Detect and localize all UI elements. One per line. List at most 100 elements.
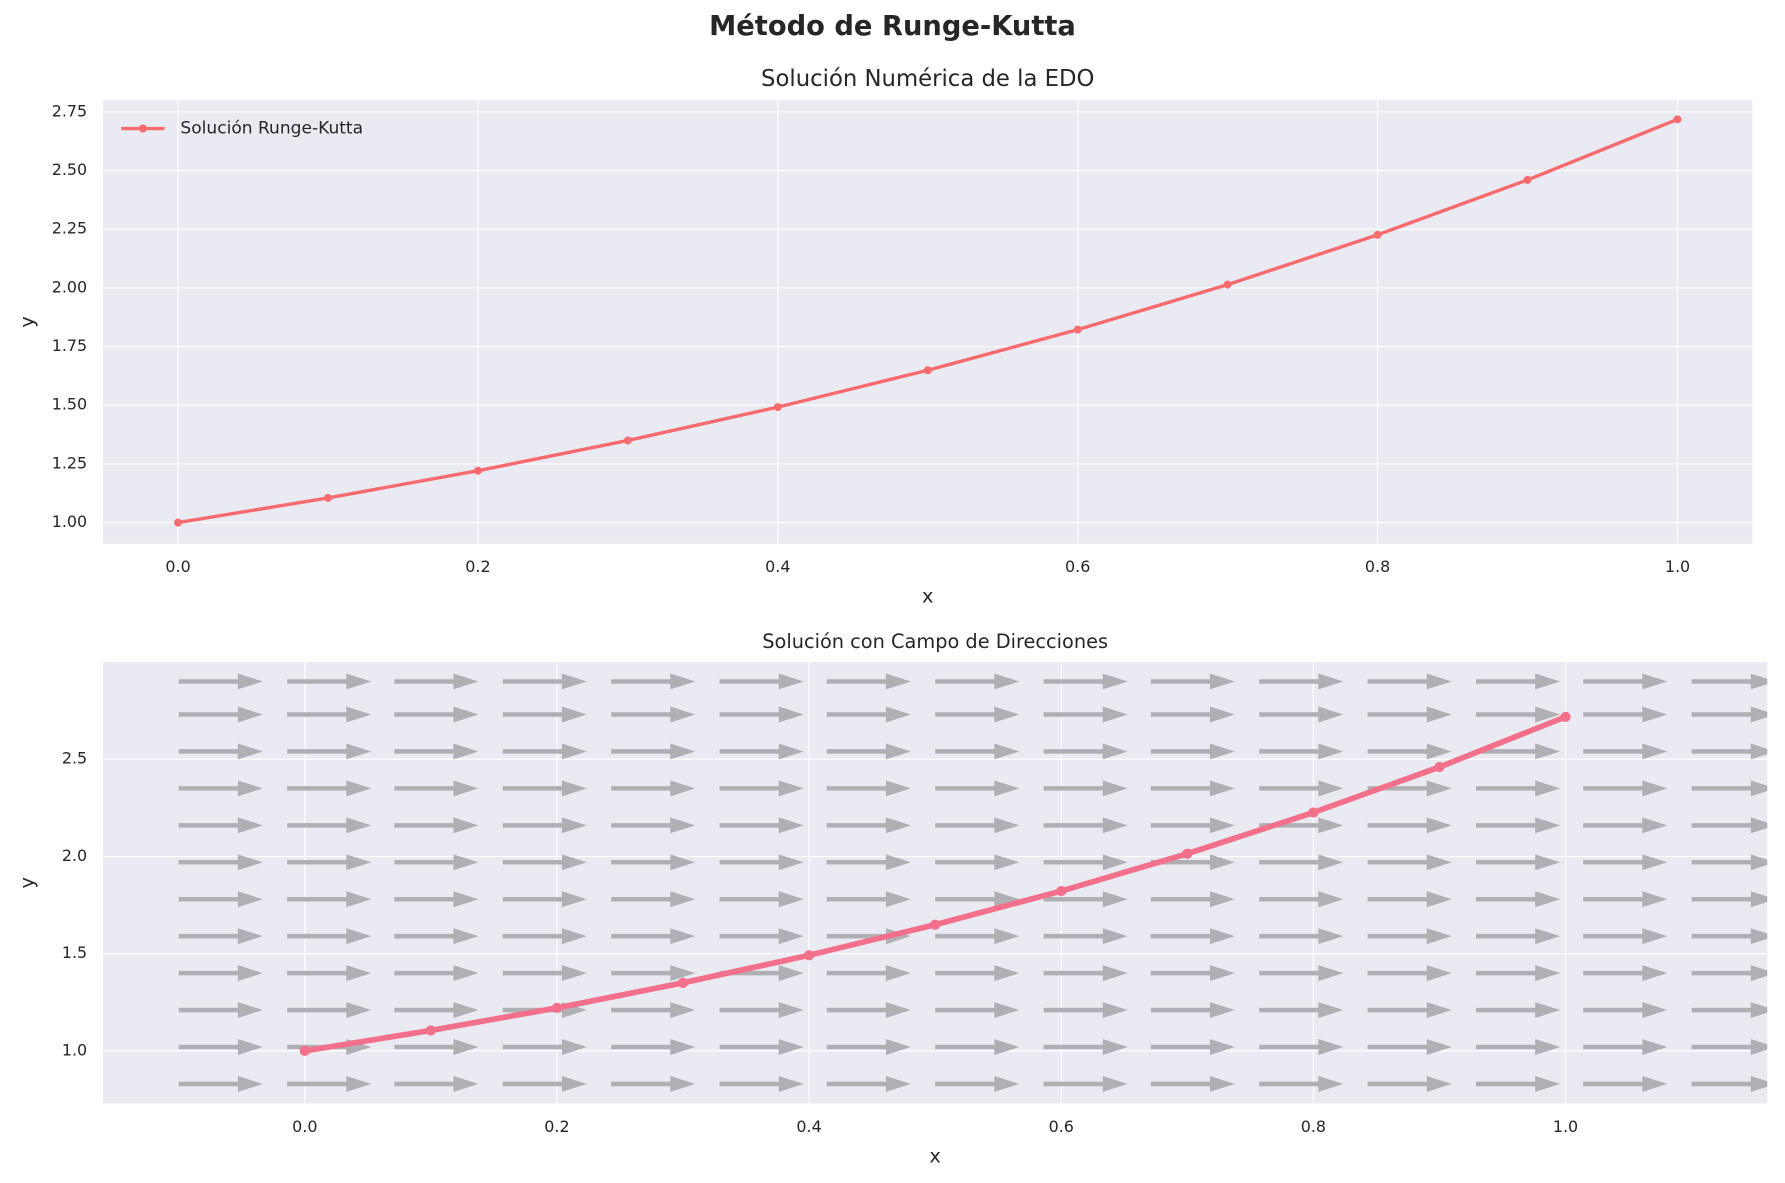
direction-arrow xyxy=(1043,706,1128,723)
data-point xyxy=(1434,761,1445,773)
direction-arrow xyxy=(1583,891,1668,908)
direction-arrow xyxy=(287,706,372,723)
direction-arrow xyxy=(1259,965,1344,982)
direction-arrow xyxy=(1476,1039,1561,1055)
direction-arrow xyxy=(394,965,479,982)
direction-arrow xyxy=(1583,780,1668,797)
direction-arrow xyxy=(394,891,479,908)
direction-arrow xyxy=(826,1039,911,1055)
data-point xyxy=(1073,325,1082,334)
direction-arrow xyxy=(1476,1075,1561,1092)
direction-arrow xyxy=(719,1039,804,1055)
y-tick-label: 1.0 xyxy=(62,1040,87,1059)
direction-arrow xyxy=(1367,928,1452,945)
direction-arrow xyxy=(1691,817,1768,834)
x-tick-label: 0.4 xyxy=(796,1117,821,1136)
direction-arrow xyxy=(1583,743,1668,760)
x-tick-label: 0.2 xyxy=(544,1117,569,1136)
data-point xyxy=(1182,848,1193,859)
direction-arrow xyxy=(719,854,804,871)
direction-arrow xyxy=(1476,817,1561,834)
data-point xyxy=(1056,885,1067,897)
direction-arrow xyxy=(1367,706,1452,723)
direction-arrow xyxy=(1043,1075,1128,1092)
direction-arrow xyxy=(826,891,911,908)
direction-arrow xyxy=(1691,1002,1768,1019)
direction-arrow xyxy=(611,928,696,945)
data-point xyxy=(425,1025,436,1036)
plot-area xyxy=(103,662,1768,1104)
x-axis-label: x xyxy=(929,1144,940,1167)
direction-arrow xyxy=(1043,1002,1128,1019)
direction-arrow xyxy=(719,817,804,834)
y-tick-label: 2.75 xyxy=(52,101,87,120)
direction-arrow xyxy=(1367,743,1452,760)
direction-arrow xyxy=(502,706,587,723)
data-point xyxy=(1373,230,1382,239)
direction-arrow xyxy=(1691,1075,1768,1092)
direction-arrow xyxy=(394,1075,479,1092)
direction-arrow xyxy=(719,706,804,723)
data-point xyxy=(773,403,782,412)
y-tick-label: 1.25 xyxy=(52,453,87,472)
direction-arrow xyxy=(611,965,696,982)
direction-arrow xyxy=(1583,1075,1668,1092)
direction-arrow xyxy=(1476,706,1561,723)
direction-arrow xyxy=(611,1075,696,1092)
direction-arrow xyxy=(1259,1039,1344,1055)
direction-arrow xyxy=(611,673,696,690)
direction-arrow xyxy=(1259,780,1344,797)
direction-arrow xyxy=(1476,854,1561,871)
direction-arrow xyxy=(287,1075,372,1092)
direction-arrow xyxy=(178,817,263,834)
direction-arrow xyxy=(719,891,804,908)
y-tick-label: 1.00 xyxy=(52,512,87,531)
direction-arrow xyxy=(1259,673,1344,690)
data-point xyxy=(1560,711,1571,722)
direction-arrow xyxy=(611,817,696,834)
direction-arrow xyxy=(719,743,804,760)
direction-arrow xyxy=(1150,706,1235,723)
direction-arrow xyxy=(1691,1039,1768,1055)
direction-arrow xyxy=(287,1002,372,1019)
direction-arrow xyxy=(1043,854,1128,871)
direction-arrow xyxy=(1043,817,1128,834)
chart-title: Solución con Campo de Direcciones xyxy=(762,630,1108,653)
direction-arrow xyxy=(178,965,263,982)
y-axis-label: y xyxy=(15,316,38,327)
direction-arrow xyxy=(1259,891,1344,908)
direction-arrow xyxy=(502,1039,587,1055)
direction-arrow xyxy=(935,706,1020,723)
direction-arrow xyxy=(1150,1002,1235,1019)
direction-arrow xyxy=(826,706,911,723)
direction-arrow xyxy=(935,965,1020,982)
direction-arrow xyxy=(826,743,911,760)
direction-arrow xyxy=(394,706,479,723)
y-tick-label: 2.00 xyxy=(52,277,87,296)
direction-arrow xyxy=(1367,891,1452,908)
direction-arrow xyxy=(178,854,263,871)
direction-arrow xyxy=(935,928,1020,945)
x-tick-label: 0.8 xyxy=(1301,1117,1326,1136)
direction-arrow xyxy=(1043,743,1128,760)
direction-arrow xyxy=(1367,780,1452,797)
direction-arrow xyxy=(1367,965,1452,982)
direction-arrow xyxy=(1691,706,1768,723)
direction-arrow xyxy=(502,891,587,908)
legend-label: Solución Runge-Kutta xyxy=(180,119,363,139)
direction-arrow xyxy=(611,854,696,871)
y-tick-label: 1.75 xyxy=(52,336,87,355)
direction-arrow xyxy=(719,1075,804,1092)
direction-arrow xyxy=(1583,673,1668,690)
direction-arrow xyxy=(611,706,696,723)
direction-arrow xyxy=(502,928,587,945)
direction-arrow xyxy=(287,743,372,760)
direction-arrow xyxy=(1476,743,1561,760)
direction-arrow xyxy=(1367,1075,1452,1092)
direction-arrow xyxy=(1150,854,1235,871)
data-point xyxy=(923,366,932,375)
chart-title: Solución Numérica de la EDO xyxy=(761,66,1094,92)
data-point xyxy=(677,977,689,988)
x-axis-label: x xyxy=(922,585,933,608)
direction-arrow xyxy=(935,1039,1020,1055)
